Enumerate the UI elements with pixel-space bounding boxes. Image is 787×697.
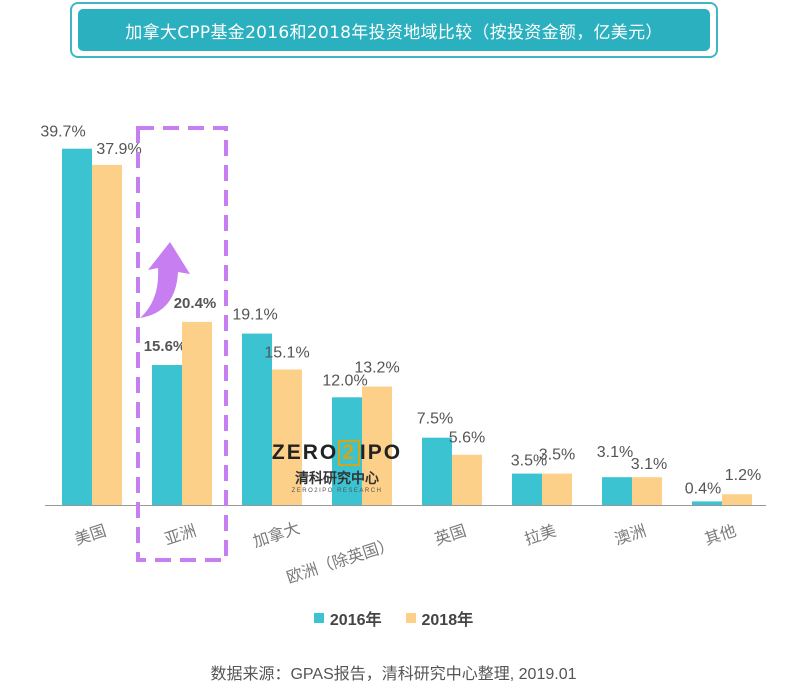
bar-2016-6 <box>602 477 632 505</box>
category-label-0: 美国 <box>72 521 108 549</box>
bar-2018-3 <box>362 386 392 505</box>
chart-title: 加拿大CPP基金2016和2018年投资地域比较（按投资金额，亿美元） <box>78 9 710 51</box>
legend-swatch-2018 <box>405 613 416 623</box>
legend-label-2016: 2016年 <box>329 612 382 629</box>
data-label-2016-4: 7.5% <box>417 411 453 428</box>
bar-2018-4 <box>452 454 482 505</box>
data-label-2016-6: 3.1% <box>597 444 633 461</box>
data-label-2016-1: 15.6% <box>144 338 187 355</box>
data-label-2018-0: 37.9% <box>96 141 141 158</box>
bar-2018-2 <box>272 369 302 505</box>
category-label-1: 亚洲 <box>162 521 198 549</box>
legend-item-2016: 2016年 <box>313 606 382 630</box>
data-label-2018-3: 13.2% <box>354 360 399 377</box>
watermark-logo-mark: ZERO 2 IPO <box>271 440 403 466</box>
category-label-6: 澳洲 <box>612 521 648 549</box>
legend-swatch-2016 <box>313 613 324 623</box>
bar-2018-0 <box>92 164 122 505</box>
category-label-7: 其他 <box>702 521 738 549</box>
bar-2016-3 <box>332 397 362 505</box>
category-label-5: 拉美 <box>522 521 558 549</box>
legend: 2016年 2018年 <box>0 606 787 630</box>
highlight-box <box>136 126 228 562</box>
source-note: 数据来源：GPAS报告，清科研究中心整理, 2019.01 <box>210 666 577 683</box>
bar-chart: 39.7% 37.9% 美国 15.6% 20.4% 亚洲 19.1% 15.1% 加拿大 12.… <box>40 124 766 587</box>
bar-2016-0 <box>62 148 92 505</box>
bar-2016-2 <box>242 333 272 505</box>
watermark-en-text: ZERO2IPO RESEARCH <box>291 488 383 494</box>
bar-2016-7 <box>692 501 722 505</box>
title-frame: 加拿大CPP基金2016和2018年投资地域比较（按投资金额，亿美元） <box>70 2 718 58</box>
category-label-2: 加拿大 <box>251 518 303 551</box>
watermark-cn-text: 清科研究中心 <box>295 471 379 487</box>
bar-2018-6 <box>632 477 662 505</box>
bar-2018-7 <box>722 494 752 505</box>
growth-arrow-icon <box>140 242 190 318</box>
bar-2016-1 <box>152 364 182 505</box>
data-label-2018-1: 20.4% <box>174 295 217 312</box>
data-label-2018-7: 1.2% <box>725 467 761 484</box>
bar-2016-4 <box>422 437 452 505</box>
category-label-4: 英国 <box>432 521 468 549</box>
data-label-2016-7: 0.4% <box>685 480 721 497</box>
watermark-logo: ZERO 2 IPO 清科研究中心 ZERO2IPO RESEARCH <box>262 440 412 494</box>
legend-label-2018: 2018年 <box>421 612 474 629</box>
data-label-2016-3: 12.0% <box>322 372 367 389</box>
bar-2018-1 <box>182 321 212 505</box>
bar-2016-5 <box>512 473 542 505</box>
data-label-2016-0: 39.7% <box>40 124 85 141</box>
data-label-2018-4: 5.6% <box>449 430 485 447</box>
legend-item-2018: 2018年 <box>405 606 474 630</box>
category-label-3: 欧洲（除英国） <box>284 534 396 587</box>
data-label-2016-5: 3.5% <box>511 453 547 470</box>
data-label-2018-2: 15.1% <box>264 344 309 361</box>
data-label-2016-2: 19.1% <box>232 307 277 324</box>
data-label-2018-6: 3.1% <box>631 456 667 473</box>
data-label-2018-5: 3.5% <box>539 447 575 464</box>
bar-2018-5 <box>542 473 572 505</box>
